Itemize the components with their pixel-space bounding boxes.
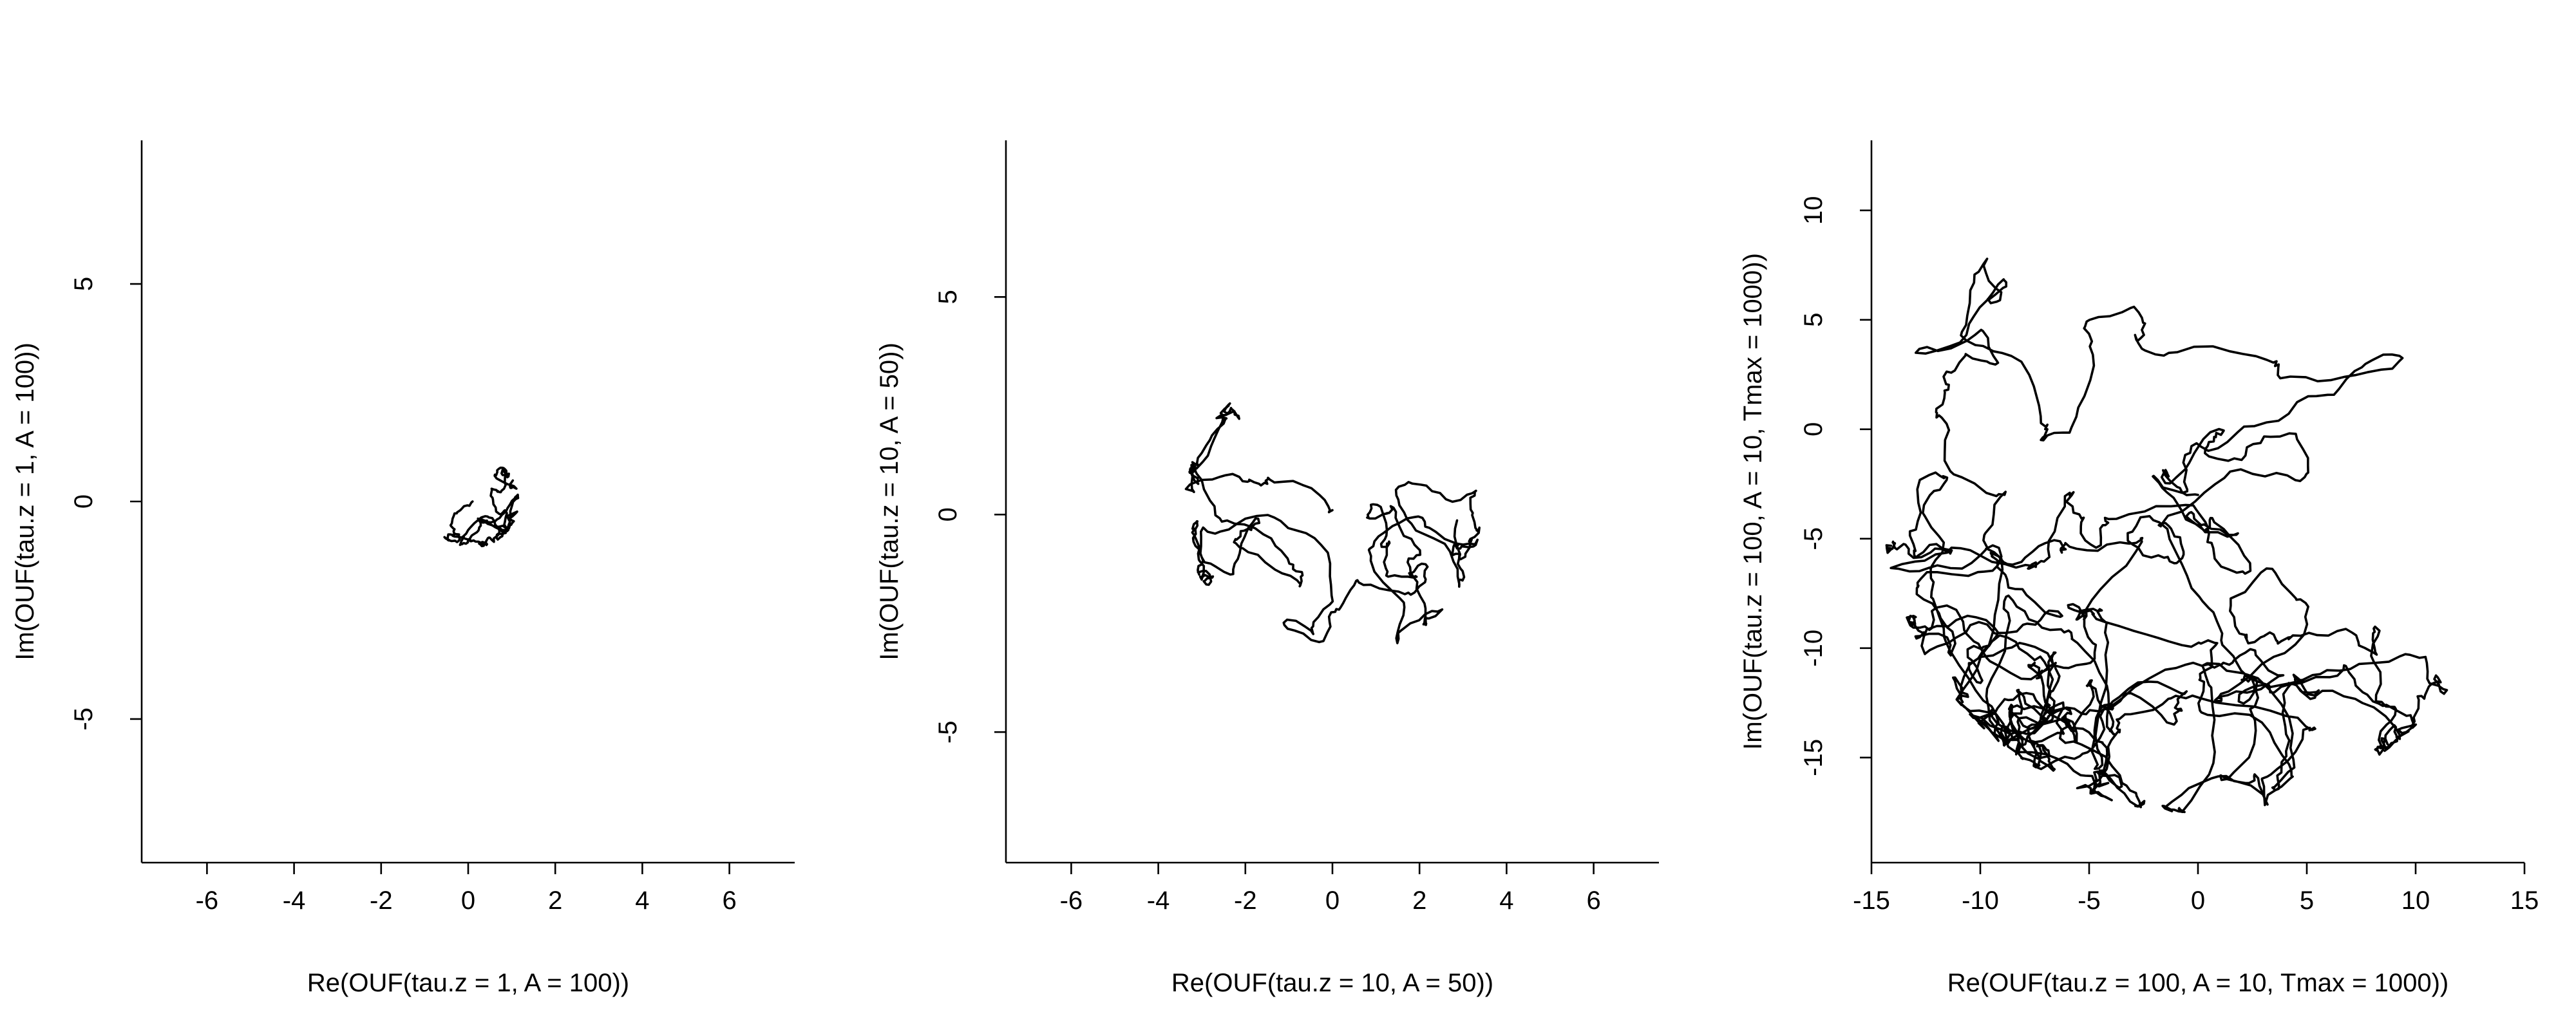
y-tick-label: 0 [934, 507, 962, 521]
x-tick-label: -6 [196, 886, 219, 915]
y-tick-label: 0 [70, 494, 98, 509]
x-tick-label: 6 [1586, 886, 1600, 915]
trajectory-line [1885, 258, 2448, 814]
y-tick-label: 5 [934, 290, 962, 304]
y-ticks-panel-2: -5 0 5 [934, 290, 1006, 744]
x-axis-title: Re(OUF(tau.z = 100, A = 10, Tmax = 1000)… [1947, 969, 2449, 997]
x-tick-label: -10 [1962, 886, 1999, 915]
x-tick-label: 4 [635, 886, 649, 915]
y-tick-label: -5 [70, 707, 98, 731]
x-tick-label: -4 [1147, 886, 1170, 915]
x-ticks-panel-1: -6 -4 -2 0 2 4 6 [196, 863, 737, 915]
x-axis-title: Re(OUF(tau.z = 10, A = 50)) [1171, 969, 1493, 997]
x-tick-label: 0 [2191, 886, 2205, 915]
x-tick-label: 5 [2300, 886, 2314, 915]
y-tick-label: -5 [934, 720, 962, 744]
x-tick-label: -2 [370, 886, 393, 915]
x-tick-label: 2 [548, 886, 562, 915]
x-tick-label: 10 [2401, 886, 2430, 915]
y-axis-title: Im(OUF(tau.z = 10, A = 50)) [875, 342, 904, 660]
x-tick-label: 6 [722, 886, 736, 915]
x-ticks-panel-3: -15 -10 -5 0 5 10 15 [1853, 863, 2539, 915]
y-ticks-panel-1: -5 0 5 [70, 277, 142, 731]
y-tick-label: -15 [1799, 739, 1828, 776]
trajectory-line [1184, 402, 1481, 644]
x-tick-label: -2 [1234, 886, 1257, 915]
y-tick-label: -5 [1799, 527, 1828, 550]
y-axis-title: Im(OUF(tau.z = 100, A = 10, Tmax = 1000)… [1739, 253, 1767, 750]
x-tick-label: -5 [2078, 886, 2101, 915]
x-tick-label: 4 [1499, 886, 1513, 915]
x-tick-label: 15 [2510, 886, 2539, 915]
x-tick-label: -15 [1853, 886, 1890, 915]
y-tick-label: 0 [1799, 422, 1828, 436]
x-tick-label: 0 [1325, 886, 1340, 915]
x-tick-label: -4 [283, 886, 306, 915]
panel-2: -6 -4 -2 0 2 4 6 -5 0 5 Re(OUF(tau.z = 10, A = 5… [875, 140, 1659, 997]
trajectory-line [443, 466, 520, 548]
y-tick-label: 5 [70, 277, 98, 291]
x-tick-label: -6 [1060, 886, 1083, 915]
y-axis-title: Im(OUF(tau.z = 1, A = 100)) [11, 342, 39, 660]
y-ticks-panel-3: -15 -10 -5 0 5 10 [1799, 196, 1871, 776]
x-axis-title: Re(OUF(tau.z = 1, A = 100)) [307, 969, 629, 997]
y-tick-label: 5 [1799, 313, 1828, 327]
y-tick-label: -10 [1799, 630, 1828, 667]
y-tick-label: 10 [1799, 196, 1828, 225]
x-tick-label: 2 [1412, 886, 1426, 915]
panel-3: -15 -10 -5 0 5 10 15 -15 -10 -5 0 5 10 Re(OUF(tau.z… [1739, 140, 2539, 997]
panel-1: -6 -4 -2 0 2 4 6 -5 0 5 Re(OUF(tau.z = 1, A = 10… [11, 140, 795, 997]
x-tick-label: 0 [461, 886, 475, 915]
x-ticks-panel-2: -6 -4 -2 0 2 4 6 [1060, 863, 1601, 915]
